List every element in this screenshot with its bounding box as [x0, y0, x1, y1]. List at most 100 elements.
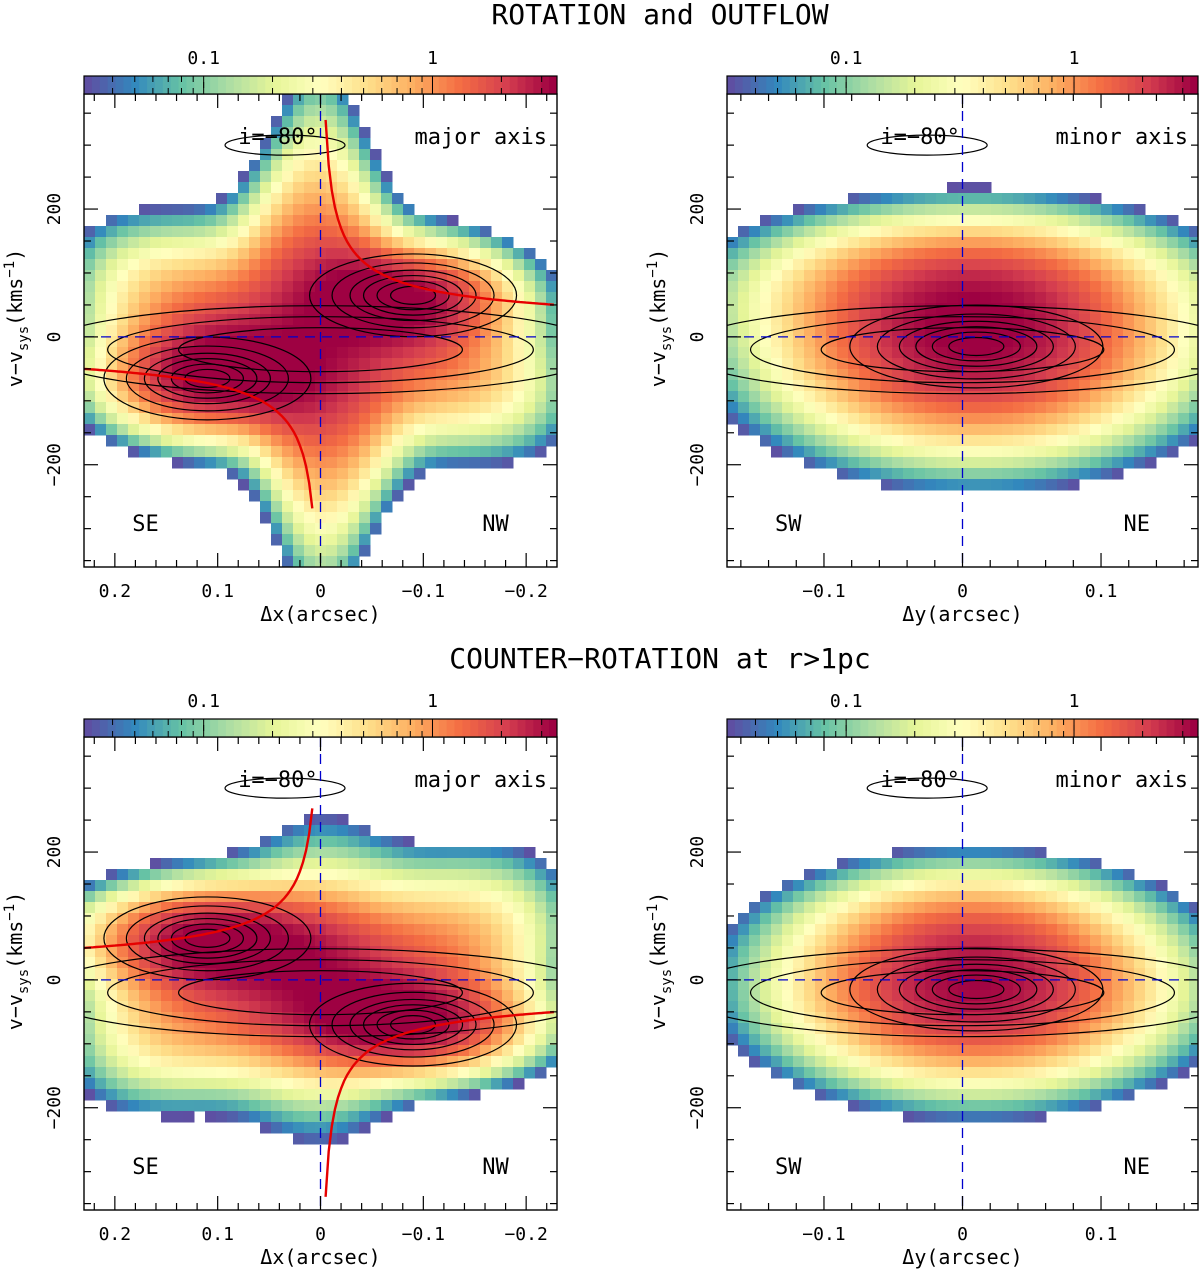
heatmap-cell [524, 259, 536, 271]
heatmap-cell [447, 902, 459, 914]
heatmap-cell [227, 468, 239, 480]
heatmap-cell [837, 435, 849, 447]
heatmap-cell [881, 193, 893, 205]
heatmap-cell [84, 281, 96, 293]
heatmap-cell [837, 1056, 849, 1068]
heatmap-cell [502, 369, 514, 381]
heatmap-cell [535, 891, 547, 903]
heatmap-cell [480, 913, 492, 925]
heatmap-cell [293, 490, 305, 502]
heatmap-cell [1156, 369, 1168, 381]
heatmap-cell [150, 1045, 162, 1057]
heatmap-cell [458, 1089, 470, 1101]
heatmap-cell [991, 457, 1003, 469]
heatmap-cell [348, 424, 360, 436]
heatmap-cell [183, 1111, 195, 1123]
heatmap-cell [370, 1111, 382, 1123]
heatmap-cell [216, 990, 228, 1002]
heatmap-cell [980, 435, 992, 447]
heatmap-cell [348, 402, 360, 414]
heatmap-cell [1145, 391, 1157, 403]
heatmap-cell [513, 303, 525, 315]
heatmap-cell [1101, 446, 1113, 458]
heatmap-cell [1024, 468, 1036, 480]
heatmap-cell [991, 259, 1003, 271]
x-tick-label: −0.1 [802, 581, 845, 602]
heatmap-cell [947, 1056, 959, 1068]
heatmap-cell [238, 303, 250, 315]
heatmap-cell [282, 94, 294, 106]
heatmap-cell [381, 226, 393, 238]
heatmap-cell [260, 347, 272, 359]
heatmap-cell [414, 1089, 426, 1101]
heatmap-cell [271, 1078, 283, 1090]
colorbar-cell [1182, 76, 1190, 94]
heatmap-cell [513, 347, 525, 359]
heatmap-cell [1057, 880, 1069, 892]
section-title-top: ROTATION and OUTFLOW [491, 0, 828, 31]
colorbar-cell [328, 719, 336, 737]
heatmap-cell [293, 259, 305, 271]
heatmap-cell [337, 869, 349, 881]
heatmap-cell [392, 913, 404, 925]
heatmap-cell [304, 1089, 316, 1101]
heatmap-cell [293, 1111, 305, 1123]
heatmap-cell [1134, 1023, 1146, 1035]
colorbar-cell [352, 76, 360, 94]
heatmap-cell [958, 880, 970, 892]
heatmap-cell [348, 391, 360, 403]
heatmap-cell [1178, 358, 1190, 370]
heatmap-cell [1112, 391, 1124, 403]
heatmap-cell [815, 891, 827, 903]
heatmap-cell [381, 347, 393, 359]
heatmap-cell [1156, 1034, 1168, 1046]
heatmap-cell [403, 325, 415, 337]
heatmap-cell [238, 314, 250, 326]
heatmap-cell [870, 1100, 882, 1112]
heatmap-cell [447, 402, 459, 414]
heatmap-cell [172, 1034, 184, 1046]
heatmap-cell [1112, 402, 1124, 414]
heatmap-cell [804, 358, 816, 370]
heatmap-cell [458, 913, 470, 925]
heatmap-cell [106, 424, 118, 436]
heatmap-cell [260, 215, 272, 227]
heatmap-cell [403, 424, 415, 436]
heatmap-cell [738, 226, 750, 238]
heatmap-cell [128, 336, 140, 348]
heatmap-cell [1057, 248, 1069, 260]
heatmap-cell [172, 1078, 184, 1090]
heatmap-cell [106, 281, 118, 293]
heatmap-cell [727, 990, 739, 1002]
heatmap-cell [1167, 446, 1179, 458]
heatmap-cell [546, 402, 558, 414]
heatmap-cell [1079, 946, 1091, 958]
heatmap-cell [793, 259, 805, 271]
heatmap-cell [502, 902, 514, 914]
heatmap-cell [95, 968, 107, 980]
heatmap-cell [183, 226, 195, 238]
heatmap-cell [524, 902, 536, 914]
heatmap-cell [881, 446, 893, 458]
heatmap-cell [1013, 413, 1025, 425]
heatmap-cell [1035, 1089, 1047, 1101]
heatmap-cell [227, 402, 239, 414]
heatmap-cell [892, 435, 904, 447]
heatmap-cell [348, 413, 360, 425]
heatmap-cell [425, 237, 437, 249]
heatmap-cell [491, 347, 503, 359]
heatmap-cell [183, 880, 195, 892]
heatmap-cell [304, 979, 316, 991]
direction-label-right: NE [1124, 1155, 1151, 1180]
colorbar-cell [1041, 76, 1049, 94]
heatmap-cell [370, 402, 382, 414]
heatmap-cell [326, 468, 338, 480]
heatmap-cell [425, 847, 437, 859]
colorbar-cell [1096, 76, 1104, 94]
heatmap-cell [326, 248, 338, 260]
heatmap-cell [183, 270, 195, 282]
heatmap-cell [425, 924, 437, 936]
colorbar-cell [486, 719, 494, 737]
heatmap-cell [95, 237, 107, 249]
